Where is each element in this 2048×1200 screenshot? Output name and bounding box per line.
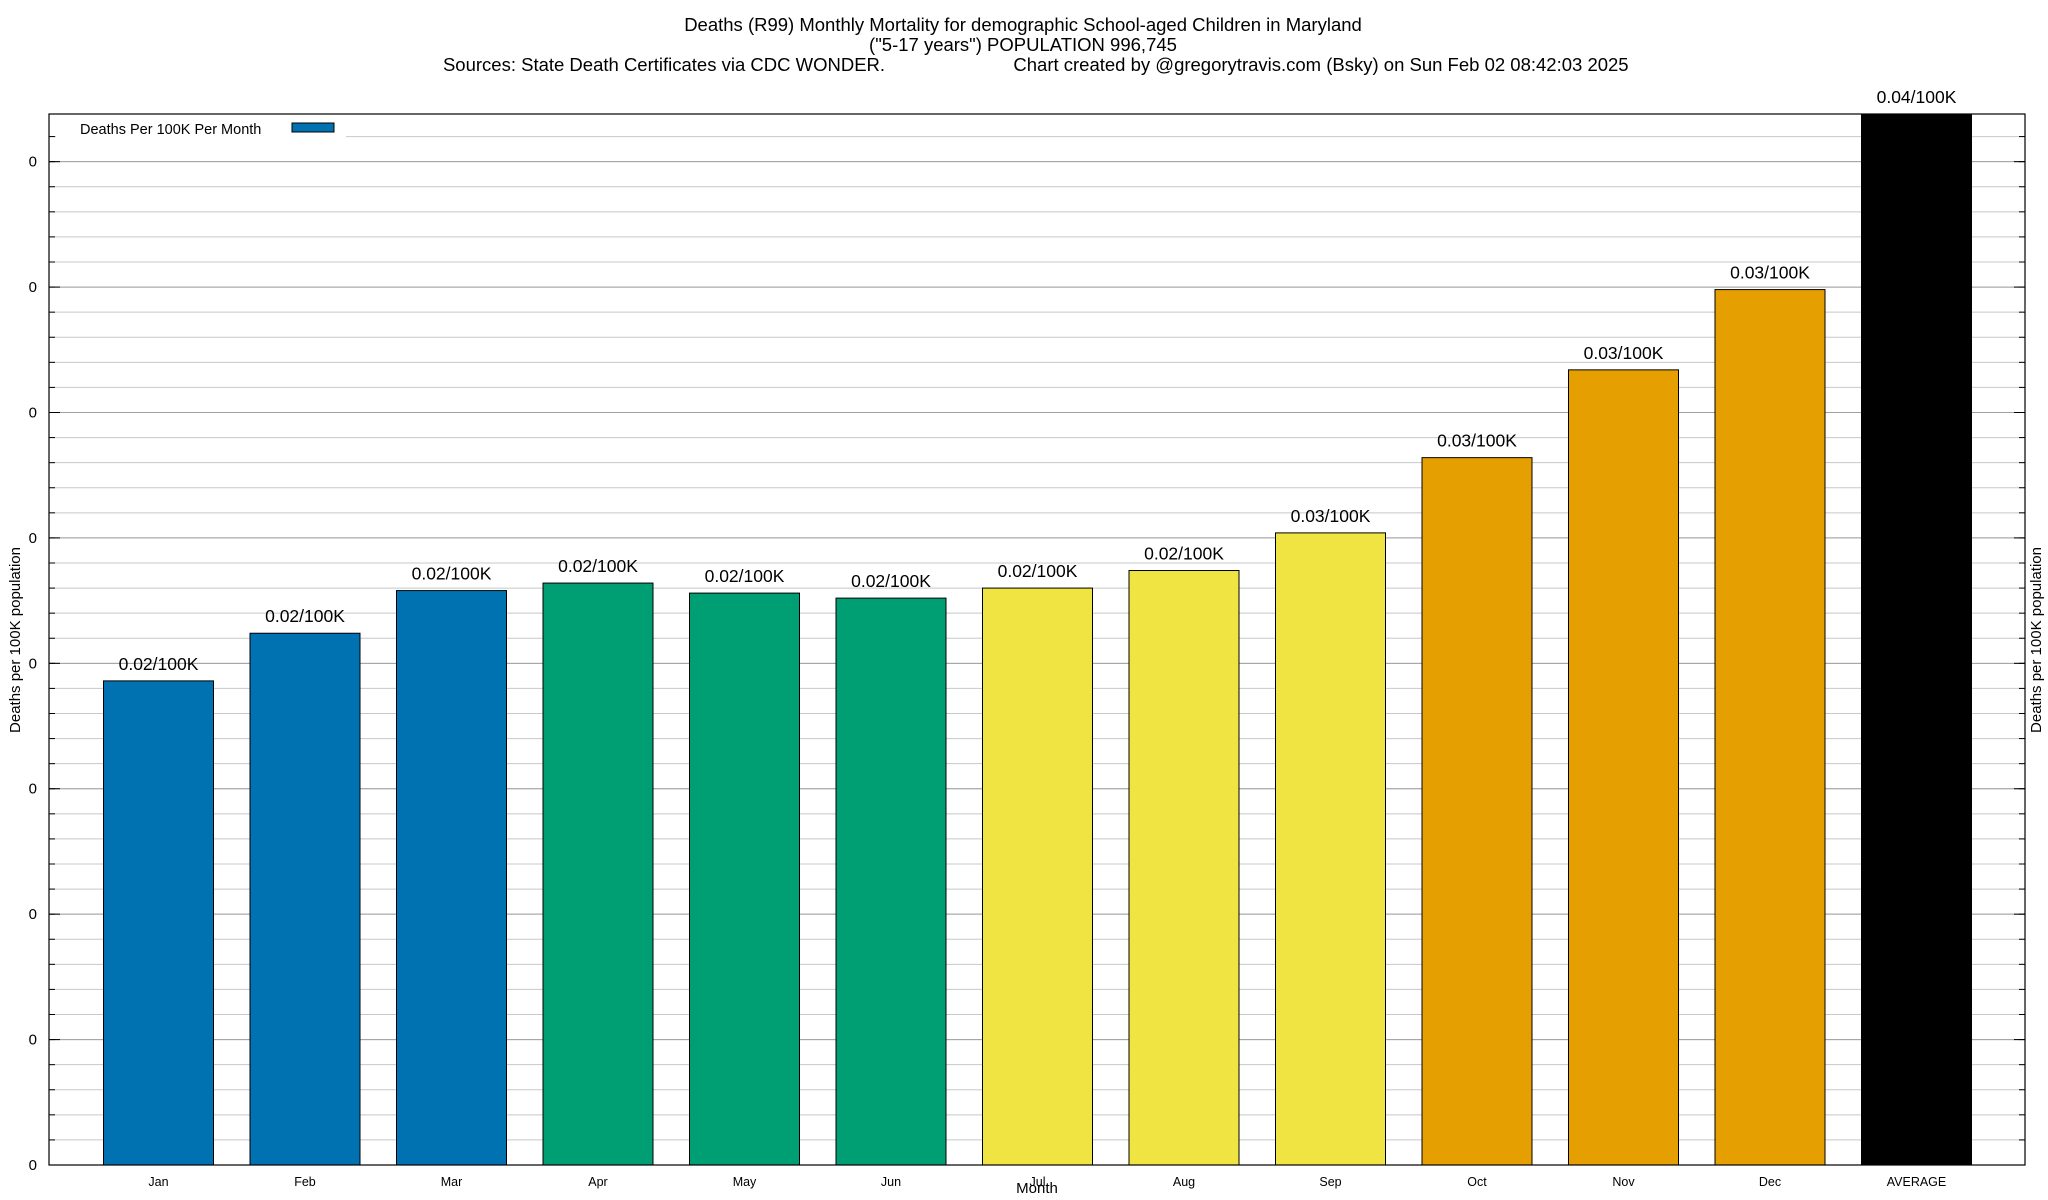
x-axis-title: Month xyxy=(1016,1180,1058,1197)
y-tick-label: 0 xyxy=(29,154,37,171)
x-tick-label-aug: Aug xyxy=(1173,1175,1195,1189)
bar-may xyxy=(689,592,800,1166)
data-label-average: 0.04/100K xyxy=(1877,87,1957,107)
data-label-jan: 0.02/100K xyxy=(119,654,199,674)
bars: 0.02/100K 0.02/100K 0.02/100K 0.02/100K 0.02… xyxy=(103,87,1972,1166)
y-tick-label: 0 xyxy=(29,781,37,798)
y-tick-label: 0 xyxy=(29,906,37,923)
data-label-may: 0.02/100K xyxy=(705,566,785,586)
data-label-nov: 0.03/100K xyxy=(1584,343,1664,363)
chart-credit: Chart created by @gregorytravis.com (Bsk… xyxy=(1013,54,1628,75)
bar-nov xyxy=(1568,369,1679,1166)
chart-sources: Sources: State Death Certificates via CD… xyxy=(443,54,885,75)
y-tick-label: 0 xyxy=(29,655,37,672)
data-label-jul: 0.02/100K xyxy=(998,561,1078,581)
legend-swatch xyxy=(291,122,335,133)
data-label-feb: 0.02/100K xyxy=(265,606,345,626)
x-tick-label-sep: Sep xyxy=(1319,1175,1341,1189)
y-tick-label: 0 xyxy=(29,1157,37,1174)
data-label-sep: 0.03/100K xyxy=(1291,506,1371,526)
bar-dec xyxy=(1714,289,1826,1166)
bar-apr xyxy=(542,582,654,1166)
bar-sep xyxy=(1275,532,1386,1166)
axis-ticks: 0 0 0 0 0 0 0 0 0 Jan Feb Mar Apr May Jun Jul Aug Sep Oct N… xyxy=(29,136,2025,1189)
bar-jul xyxy=(982,587,1093,1166)
bar-jun xyxy=(835,597,947,1166)
y-axis-label: Deaths per 100K population xyxy=(7,547,24,733)
chart-subtitle: ("5-17 years") POPULATION 996,745 xyxy=(869,34,1177,55)
y2-axis-label: Deaths per 100K population xyxy=(2028,547,2045,733)
legend-label: Deaths Per 100K Per Month xyxy=(80,122,261,138)
x-tick-label-jul: Jul xyxy=(1030,1175,1046,1189)
chart-title: Deaths (R99) Monthly Mortality for demog… xyxy=(684,14,1362,35)
data-label-mar: 0.02/100K xyxy=(412,564,492,584)
x-tick-label-jun: Jun xyxy=(881,1175,901,1189)
data-label-apr: 0.02/100K xyxy=(558,556,638,576)
legend: Deaths Per 100K Per Month xyxy=(56,116,346,138)
bar-aug xyxy=(1128,570,1240,1166)
x-tick-label-apr: Apr xyxy=(588,1175,607,1189)
y-tick-label: 0 xyxy=(29,1032,37,1049)
bar-mar xyxy=(396,590,507,1166)
x-tick-label-nov: Nov xyxy=(1612,1175,1635,1189)
y-tick-label: 0 xyxy=(29,530,37,547)
x-tick-label-average: AVERAGE xyxy=(1887,1175,1947,1189)
x-tick-label-dec: Dec xyxy=(1759,1175,1781,1189)
x-tick-label-jan: Jan xyxy=(148,1175,168,1189)
bar-oct xyxy=(1421,457,1533,1166)
bar-feb xyxy=(249,632,361,1166)
plot-area-frame xyxy=(48,113,2026,1166)
data-label-oct: 0.03/100K xyxy=(1437,431,1517,451)
bar-average xyxy=(1861,113,1972,1166)
y-tick-label: 0 xyxy=(29,404,37,421)
legend-box xyxy=(56,116,346,138)
x-tick-label-feb: Feb xyxy=(294,1175,316,1189)
y-tick-label: 0 xyxy=(29,279,37,296)
data-label-jun: 0.02/100K xyxy=(851,571,931,591)
x-tick-label-may: May xyxy=(733,1175,757,1189)
bar-jan xyxy=(103,680,214,1166)
x-tick-label-oct: Oct xyxy=(1467,1175,1487,1189)
data-label-aug: 0.02/100K xyxy=(1144,544,1224,564)
data-label-dec: 0.03/100K xyxy=(1730,263,1810,283)
x-tick-label-mar: Mar xyxy=(441,1175,463,1189)
